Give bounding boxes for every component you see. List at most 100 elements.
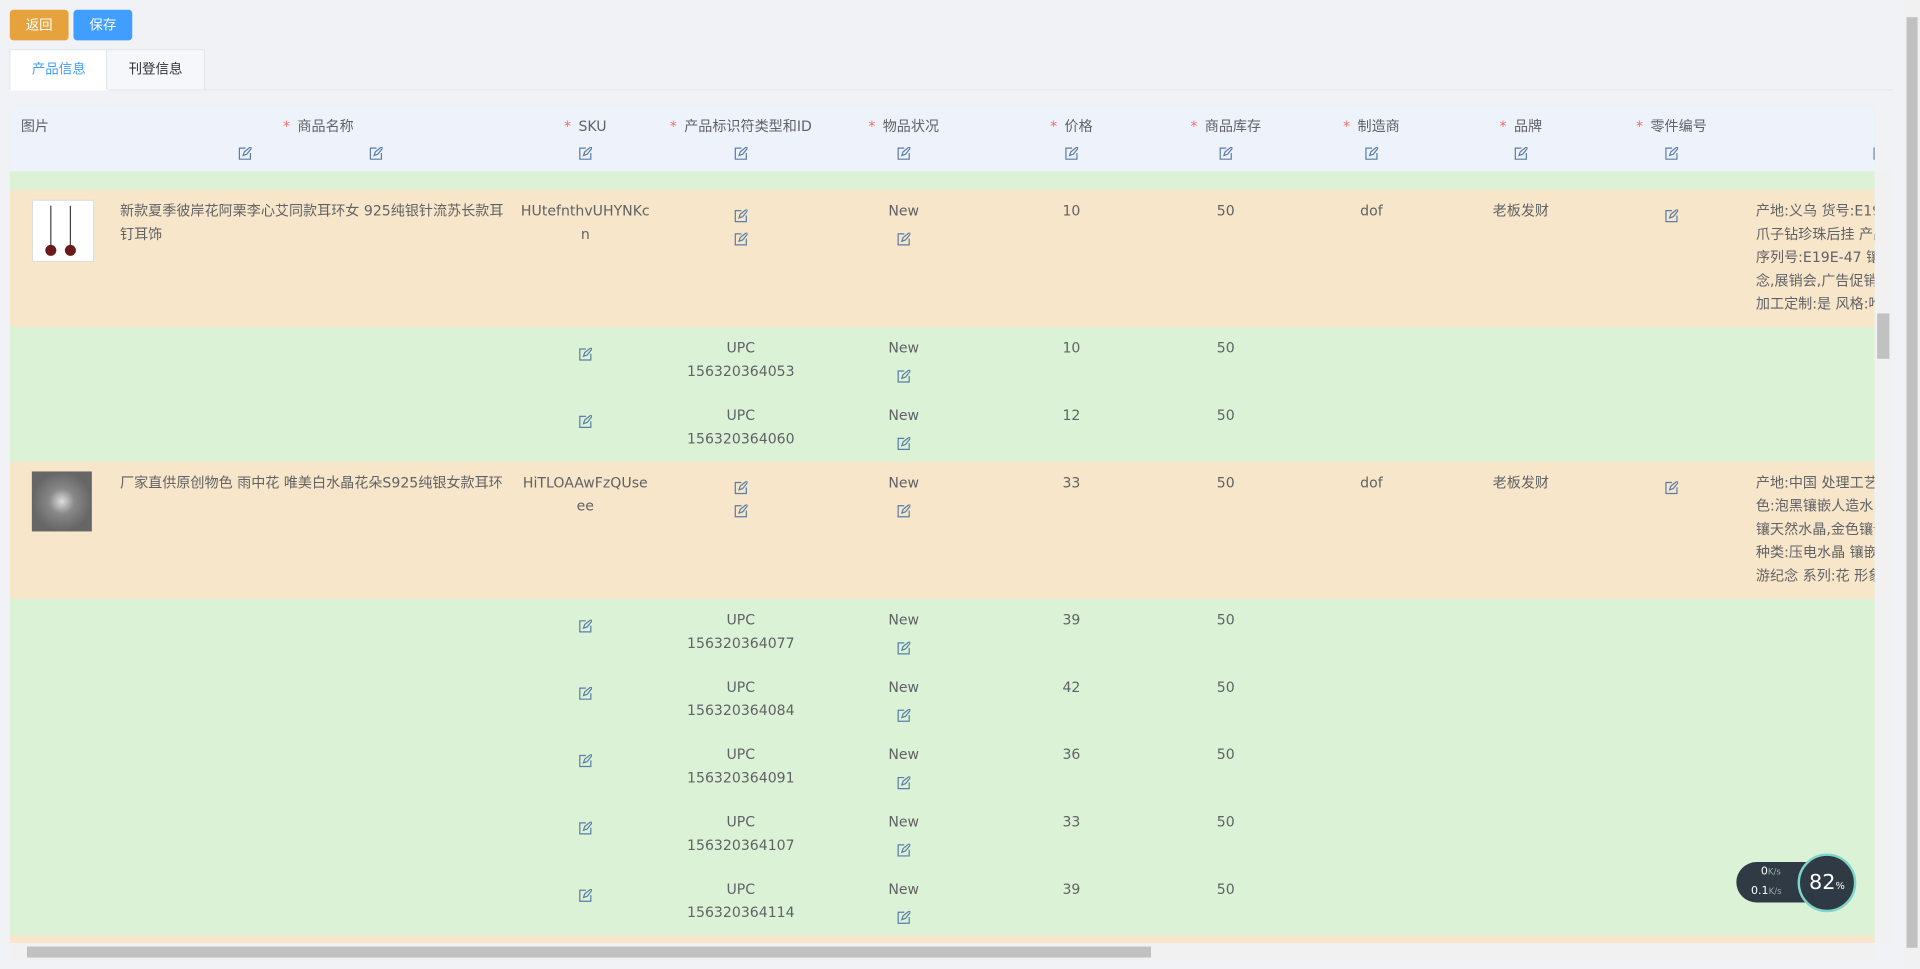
edit-icon[interactable]	[579, 682, 593, 700]
brand: 老板发财	[1492, 202, 1549, 220]
tab[interactable]: 刊登信息	[105, 48, 206, 90]
usage-gauge[interactable]: 82%	[1797, 853, 1857, 913]
edit-icon[interactable]	[1365, 142, 1379, 160]
page-scrollbar[interactable]	[1904, 0, 1920, 969]
button[interactable]: 保存	[73, 9, 133, 41]
table: 图片 * 商品名称 * SKU * 产品标识符类型和ID * 物品状况 * 价格 * 商品库存 * 制造商 *…	[9, 105, 1875, 943]
stock: 50	[1216, 745, 1235, 763]
edit-icon[interactable]	[369, 142, 384, 160]
condition: New	[888, 339, 920, 357]
edit-icon[interactable]	[734, 500, 749, 518]
header-label: 品牌	[1513, 117, 1543, 135]
edit-icon[interactable]	[238, 142, 253, 160]
required-mark: *	[1190, 117, 1198, 135]
stock: 50	[1216, 339, 1235, 357]
v-scrollbar[interactable]	[1874, 171, 1892, 943]
edit-icon[interactable]	[897, 228, 912, 246]
bead	[64, 244, 76, 256]
edit-icon[interactable]	[1873, 142, 1875, 160]
edit-icon[interactable]	[579, 615, 593, 633]
speed-value: 0	[1760, 865, 1768, 878]
edit-icon[interactable]	[897, 704, 912, 722]
column-header: * 制造商	[1343, 115, 1400, 138]
edit-icon[interactable]	[579, 343, 593, 361]
variant-row: UPC 156320364114 New 39 50	[9, 868, 1875, 936]
edit-icon[interactable]	[579, 884, 593, 902]
edit-icon[interactable]	[897, 771, 912, 790]
h-scroll-thumb[interactable]	[26, 946, 1152, 958]
product-row: 新款夏季彼岸花阿栗李心艾同款耳环女 925纯银针流苏长款耳钉耳饰 HUtefnth…	[9, 189, 1875, 327]
brand: 老板发财	[1492, 473, 1549, 492]
column-header: * 零件编号	[1636, 115, 1707, 138]
product-id: 156320364060	[687, 429, 795, 447]
id-type: UPC	[726, 880, 756, 898]
edit-icon[interactable]	[579, 142, 593, 160]
price: 39	[1062, 611, 1081, 629]
id-type: UPC	[726, 406, 756, 424]
column-header: * 商品名称	[283, 115, 354, 138]
sku: HUtefnthvUHYNKcn	[520, 202, 650, 243]
edit-icon[interactable]	[579, 749, 593, 768]
earring	[69, 205, 72, 248]
edit-icon[interactable]	[1219, 142, 1234, 160]
stock: 50	[1216, 202, 1235, 220]
price: 39	[1062, 880, 1081, 898]
id-type: UPC	[726, 611, 756, 629]
id-type: UPC	[726, 813, 756, 831]
header-label: 制造商	[1357, 117, 1400, 135]
edit-icon[interactable]	[734, 204, 749, 223]
stock: 50	[1216, 473, 1235, 492]
edit-icon[interactable]	[1665, 476, 1679, 495]
product-image	[31, 471, 92, 532]
edit-icon[interactable]	[897, 839, 912, 857]
description-line: 色:泡黑镶嵌人造水晶	[1755, 497, 1875, 515]
stock: 50	[1216, 813, 1235, 831]
description-line: 序列号:E19E-47 镶	[1755, 248, 1875, 266]
upload-speed: 0K/s	[1761, 863, 1781, 881]
download-speed: 0.1K/s	[1751, 883, 1782, 901]
speed-unit: K/s	[1768, 886, 1782, 897]
product-id: 156320364114	[687, 903, 795, 921]
condition: New	[888, 880, 920, 898]
column-header: * SKU	[564, 115, 606, 138]
header-label: SKU	[578, 117, 607, 135]
page-scroll-thumb[interactable]	[1906, 17, 1918, 948]
required-mark: *	[669, 117, 677, 135]
edit-icon[interactable]	[897, 906, 912, 924]
condition: New	[888, 678, 920, 696]
edit-icon[interactable]	[1065, 142, 1079, 160]
tab[interactable]: 产品信息	[9, 48, 109, 91]
h-scrollbar[interactable]	[9, 944, 1875, 961]
description-line: 爪子钻珍珠后挂 产品	[1755, 225, 1875, 243]
stock: 50	[1216, 406, 1235, 424]
variant-row: UPC 156320364091 New 36 50	[9, 733, 1875, 801]
product-name: 厂家直供原创物色 雨中花 唯美白水晶花朵S925纯银女款耳环	[120, 473, 503, 492]
edit-icon[interactable]	[897, 637, 912, 655]
edit-icon[interactable]	[897, 432, 912, 451]
button[interactable]: 返回	[9, 9, 69, 41]
product-id: 156320364091	[687, 768, 795, 787]
row-strip	[9, 935, 1875, 943]
edit-icon[interactable]	[734, 228, 749, 246]
edit-icon[interactable]	[897, 500, 912, 518]
stock: 50	[1216, 678, 1235, 696]
table-header: 图片 * 商品名称 * SKU * 产品标识符类型和ID * 物品状况 * 价格 * 商品库存 * 制造商 *…	[9, 105, 1875, 172]
header-label: 物品状况	[882, 117, 940, 135]
edit-icon[interactable]	[897, 142, 912, 160]
edit-icon[interactable]	[1665, 142, 1679, 160]
edit-icon[interactable]	[1514, 142, 1529, 160]
condition: New	[888, 406, 920, 424]
edit-icon[interactable]	[1665, 204, 1679, 223]
edit-icon[interactable]	[579, 410, 593, 428]
edit-icon[interactable]	[579, 817, 593, 835]
edit-icon[interactable]	[897, 365, 912, 383]
edit-icon[interactable]	[734, 142, 749, 160]
id-type: UPC	[726, 678, 756, 696]
column-header: * 物品状况	[868, 115, 939, 138]
description-line: 念,展销会,广告促销	[1755, 271, 1875, 289]
v-scroll-thumb[interactable]	[1877, 313, 1890, 359]
header-label: 商品名称	[297, 117, 354, 135]
condition: New	[888, 611, 920, 629]
edit-icon[interactable]	[734, 476, 749, 495]
